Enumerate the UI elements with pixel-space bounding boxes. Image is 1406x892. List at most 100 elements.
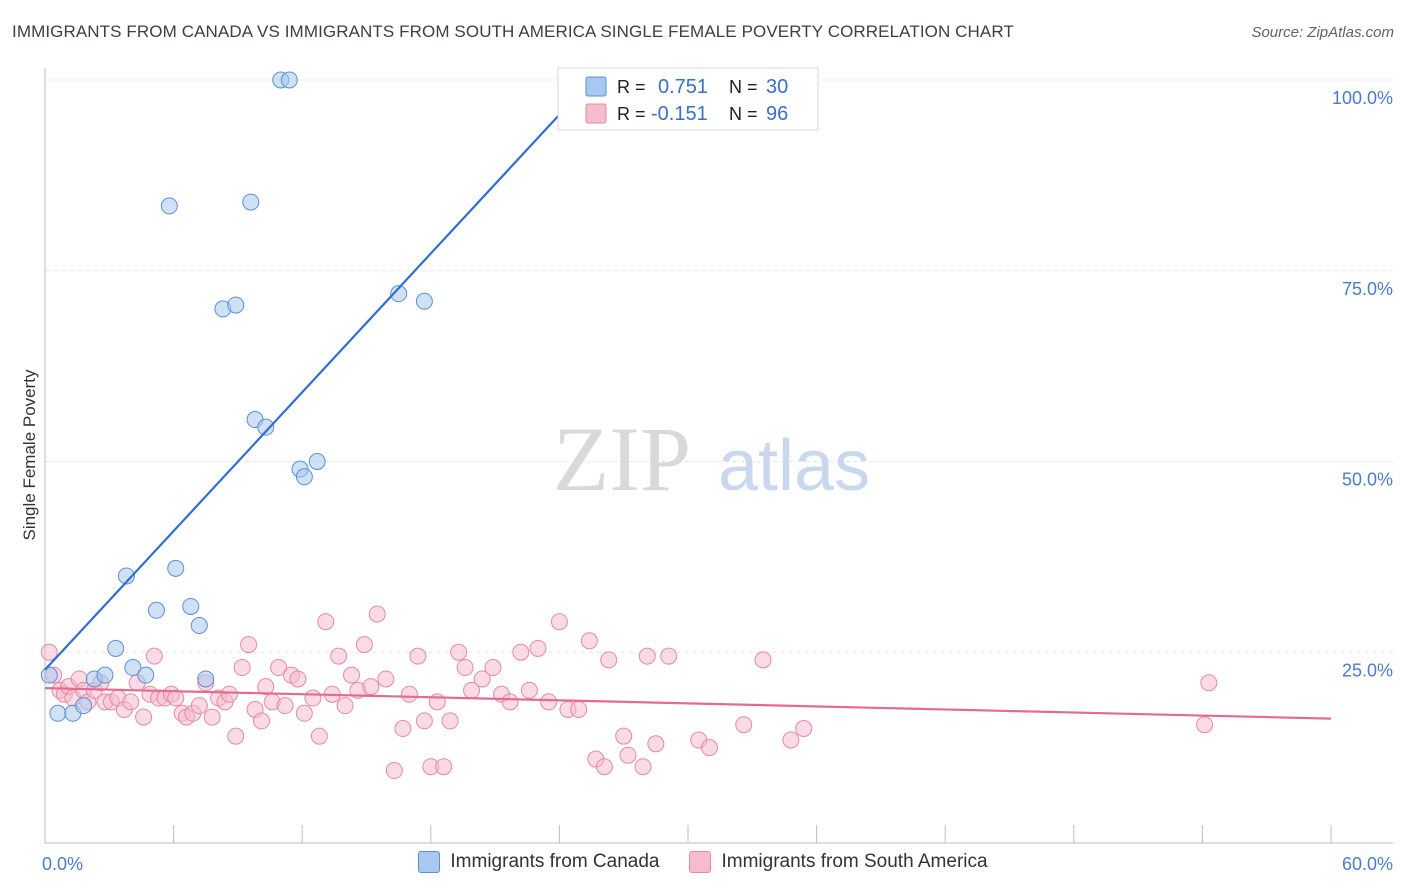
- canada-point: [160, 197, 178, 215]
- canada-point: [167, 559, 185, 577]
- sa-point: [385, 762, 403, 780]
- sa-point: [795, 720, 813, 738]
- canada-point: [124, 659, 142, 677]
- canada-point: [280, 71, 298, 89]
- sa-point: [257, 678, 275, 696]
- legend-sa-swatch: [585, 103, 607, 124]
- sa-point: [700, 739, 718, 757]
- canada-trend-line: [44, 79, 593, 671]
- sa-point: [289, 670, 307, 688]
- legend-sa-n-value: 96: [766, 103, 788, 125]
- sa-point: [317, 613, 335, 631]
- canada-point: [197, 670, 215, 688]
- sa-point: [355, 636, 373, 654]
- sa-point: [529, 639, 547, 657]
- canada-point: [49, 704, 67, 722]
- legend-canada-marker: [418, 851, 441, 873]
- sa-point: [400, 685, 418, 703]
- canada-point: [147, 601, 165, 619]
- canada-point: [257, 418, 275, 436]
- sa-point: [40, 643, 58, 661]
- trend-lines: [44, 79, 1332, 720]
- sa-point: [501, 693, 519, 711]
- legend-canada-n-value: 30: [766, 76, 788, 98]
- x-tick-label-max: 60.0%: [1342, 854, 1393, 874]
- sa-point: [336, 697, 354, 715]
- sa-point: [595, 758, 613, 776]
- canada-point: [75, 697, 93, 715]
- sa-point: [203, 708, 221, 726]
- sa-point: [634, 758, 652, 776]
- sa-point: [252, 712, 270, 730]
- sa-point: [240, 636, 258, 654]
- canada-point: [227, 296, 245, 314]
- canada-point: [117, 567, 135, 585]
- sa-point: [580, 632, 598, 650]
- legend-item-sa[interactable]: Immigrants from South America: [689, 851, 988, 873]
- sa-point: [600, 651, 618, 669]
- legend-sa-r-value: -0.151: [651, 103, 708, 125]
- stats-legend: R = 0.751 N = 30 R = -0.151 N = 96: [557, 67, 819, 131]
- x-tick-labels: 0.0% 60.0%: [42, 854, 1393, 874]
- axes: [44, 68, 1393, 844]
- sa-point: [233, 659, 251, 677]
- canada-point: [96, 666, 114, 684]
- canada-point: [242, 193, 260, 211]
- sa-point: [550, 613, 568, 631]
- chart-title: IMMIGRANTS FROM CANADA VS IMMIGRANTS FRO…: [12, 22, 1014, 41]
- gridlines: [45, 79, 1393, 653]
- canada-point: [40, 666, 58, 684]
- sa-point: [450, 643, 468, 661]
- sa-point: [660, 647, 678, 665]
- sa-point: [342, 666, 360, 684]
- sa-point: [122, 693, 140, 711]
- sa-point: [512, 643, 530, 661]
- canada-point: [182, 597, 200, 615]
- sa-point: [1200, 674, 1218, 692]
- canada-points: [40, 71, 766, 722]
- sa-point: [615, 727, 633, 745]
- sa-point: [473, 670, 491, 688]
- canada-point: [107, 639, 125, 657]
- canada-point: [390, 285, 408, 303]
- y-axis-label: Single Female Poverty: [20, 369, 39, 541]
- sa-point: [415, 712, 433, 730]
- sa-point: [145, 647, 163, 665]
- series-legend: Immigrants from Canada Immigrants from S…: [0, 851, 1406, 873]
- y-tick-label: 75.0%: [1342, 279, 1393, 299]
- sa-point: [570, 700, 588, 718]
- legend-canada-r-value: 0.751: [658, 76, 708, 98]
- sa-point: [220, 685, 238, 703]
- south-america-points: [40, 605, 1218, 780]
- sa-point: [227, 727, 245, 745]
- sa-point: [377, 670, 395, 688]
- sa-point: [330, 647, 348, 665]
- sa-point: [304, 689, 322, 707]
- watermark: ZIP atlas: [553, 408, 870, 510]
- y-tick-label: 50.0%: [1342, 470, 1393, 490]
- y-tick-label: 100.0%: [1332, 88, 1393, 108]
- legend-canada-swatch: [585, 76, 607, 97]
- legend-sa-r-label: R =: [617, 104, 646, 124]
- sa-point: [295, 704, 313, 722]
- sa-point: [362, 678, 380, 696]
- source-label: Source: ZipAtlas.com: [1251, 24, 1394, 41]
- sa-point: [409, 647, 427, 665]
- sa-point: [484, 659, 502, 677]
- sa-point: [647, 735, 665, 753]
- sa-point: [441, 712, 459, 730]
- canada-point: [308, 453, 326, 470]
- legend-sa-marker: [689, 851, 712, 873]
- legend-canada-r-label: R =: [617, 77, 646, 97]
- sa-point: [368, 605, 386, 623]
- legend-item-canada[interactable]: Immigrants from Canada: [418, 851, 659, 873]
- sa-point: [619, 746, 637, 764]
- sa-point: [540, 693, 558, 711]
- watermark-zip: ZIP: [553, 408, 691, 510]
- watermark-atlas: atlas: [718, 426, 870, 506]
- y-tick-label: 25.0%: [1342, 660, 1393, 680]
- sa-point: [394, 720, 412, 738]
- canada-point: [190, 617, 208, 635]
- legend-canada-label: Immigrants from Canada: [450, 851, 660, 872]
